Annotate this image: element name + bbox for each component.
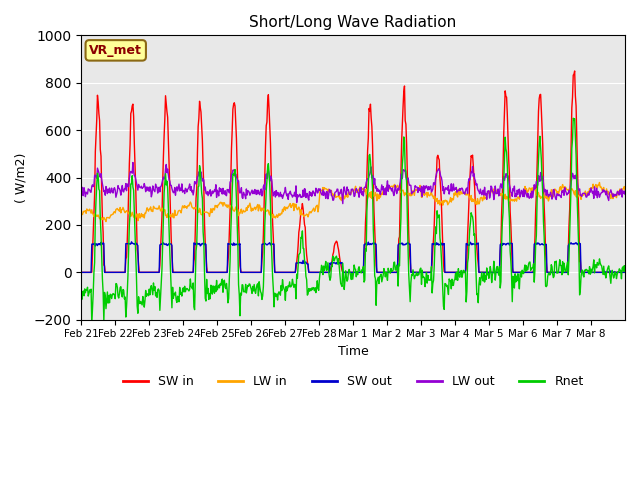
Line: Rnet: Rnet — [81, 118, 625, 324]
Rnet — [410, 272, 417, 277]
Line: SW in: SW in — [81, 71, 625, 272]
SW out — [242, 269, 250, 275]
SW out — [289, 269, 297, 275]
LW out — [242, 196, 250, 202]
Legend: SW in, LW in, SW out, LW out, Rnet: SW in, LW in, SW out, LW out, Rnet — [118, 370, 589, 393]
Rnet — [440, 307, 448, 312]
LW out — [77, 189, 85, 194]
LW in — [440, 199, 448, 205]
Rnet — [77, 289, 85, 295]
LW out — [339, 201, 347, 206]
Text: VR_met: VR_met — [90, 44, 142, 57]
SW in — [621, 269, 629, 275]
LW out — [269, 188, 276, 193]
Line: SW out: SW out — [81, 242, 625, 272]
SW in — [268, 190, 276, 196]
Rnet — [621, 269, 629, 275]
SW in — [289, 269, 296, 275]
SW out — [127, 239, 135, 245]
SW out — [77, 269, 85, 275]
Rnet — [570, 115, 577, 121]
LW out — [289, 193, 297, 199]
LW in — [410, 190, 417, 196]
Rnet — [88, 321, 95, 327]
SW in — [409, 269, 417, 275]
Line: LW out: LW out — [81, 163, 625, 204]
SW out — [142, 269, 150, 275]
Rnet — [269, 274, 276, 279]
LW out — [441, 187, 449, 193]
LW out — [621, 192, 629, 197]
X-axis label: Time: Time — [338, 345, 369, 358]
LW in — [289, 201, 297, 206]
SW in — [440, 261, 447, 266]
LW in — [269, 215, 276, 221]
SW in — [571, 68, 579, 74]
SW out — [440, 240, 448, 246]
LW in — [142, 211, 150, 216]
LW in — [596, 180, 604, 185]
LW in — [242, 208, 250, 214]
LW in — [621, 187, 629, 193]
SW in — [241, 269, 249, 275]
SW out — [410, 269, 417, 275]
Line: LW in: LW in — [81, 182, 625, 222]
LW in — [77, 210, 85, 216]
Rnet — [142, 288, 150, 293]
Y-axis label: ( W/m2): ( W/m2) — [15, 152, 28, 203]
LW out — [411, 188, 419, 193]
LW out — [129, 160, 137, 166]
SW out — [621, 269, 629, 275]
SW in — [77, 269, 85, 275]
SW out — [269, 241, 276, 247]
SW in — [141, 269, 149, 275]
Rnet — [242, 281, 250, 287]
LW out — [142, 189, 150, 194]
Title: Short/Long Wave Radiation: Short/Long Wave Radiation — [250, 15, 457, 30]
LW in — [102, 219, 110, 225]
Rnet — [289, 281, 297, 287]
